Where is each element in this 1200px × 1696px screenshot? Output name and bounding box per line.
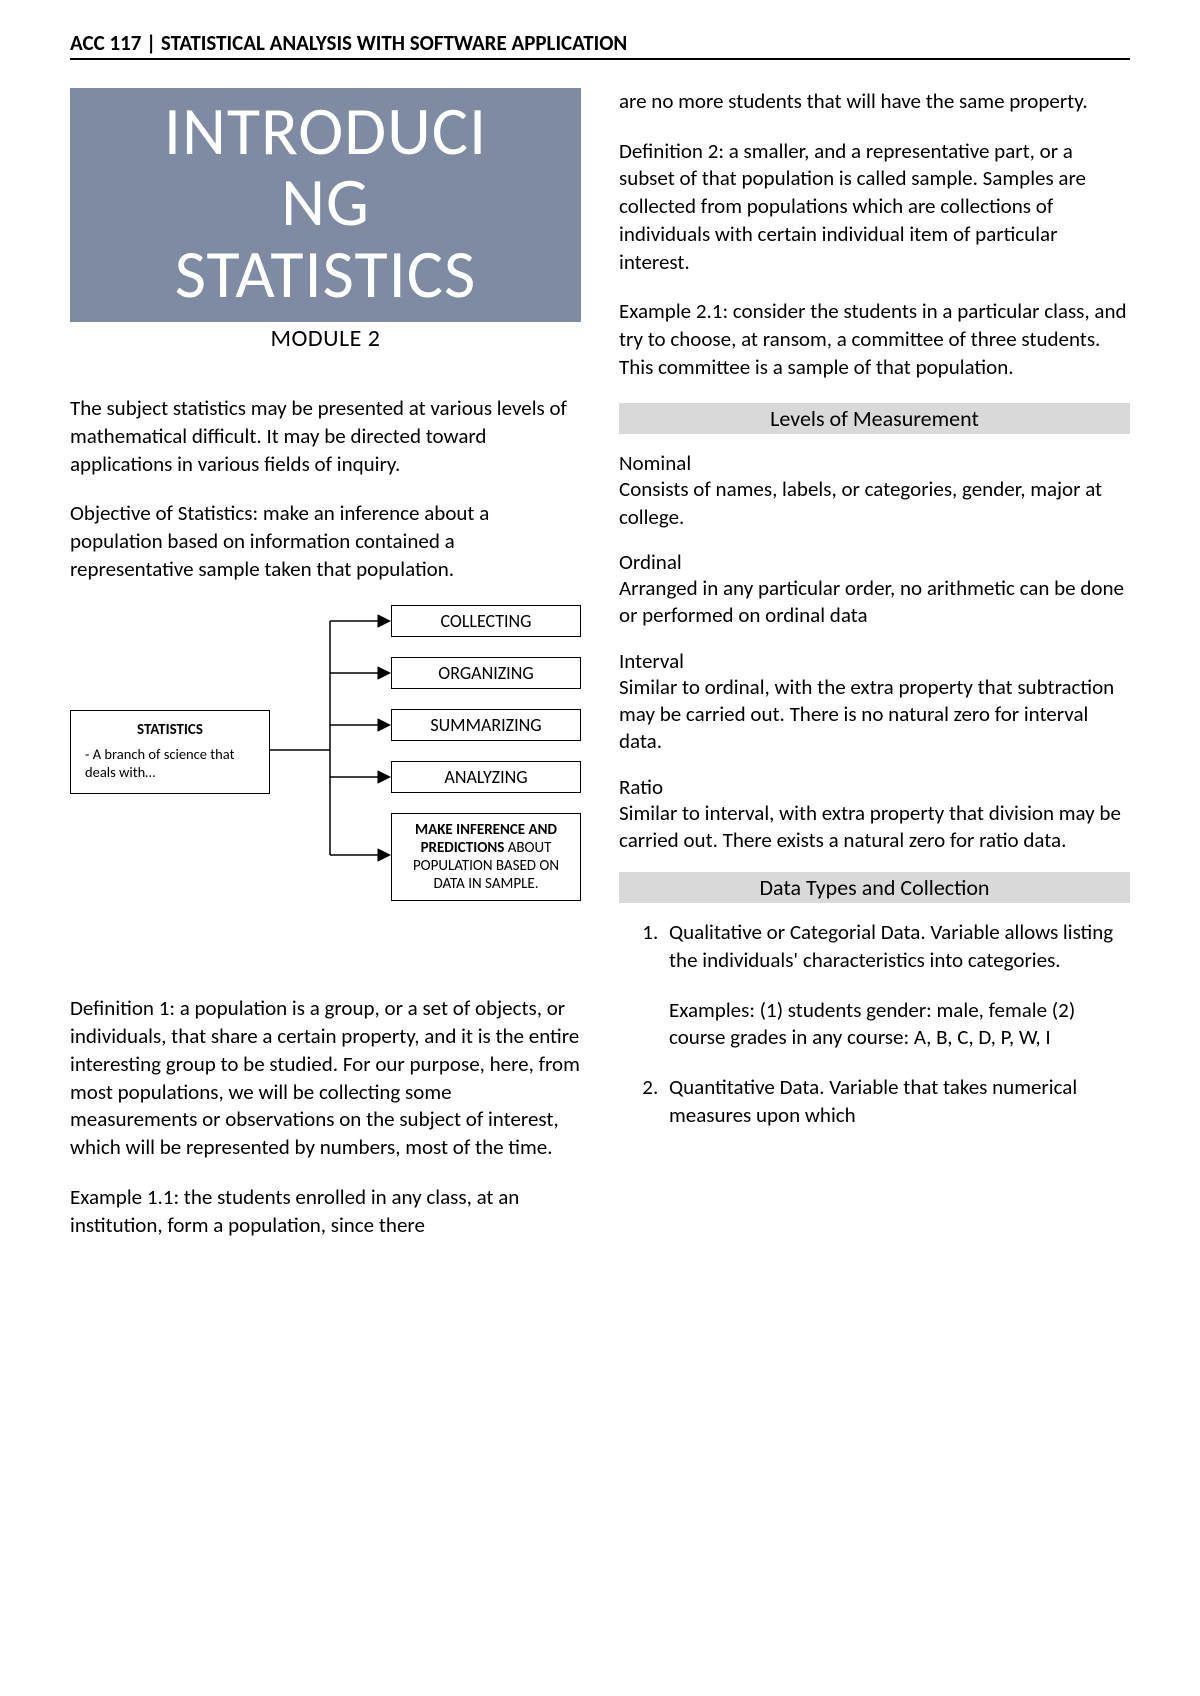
diagram-box-inference: MAKE INFERENCE AND PREDICTIONS ABOUT POP… <box>391 813 581 901</box>
diagram-box-summarizing: SUMMARIZING <box>391 709 581 741</box>
title-line-3: STATISTICS <box>74 239 577 310</box>
two-column-layout: INTRODUCI NG STATISTICS MODULE 2 The sub… <box>70 88 1130 1239</box>
title-line-1: INTRODUCI <box>74 96 577 167</box>
title-block: INTRODUCI NG STATISTICS <box>70 88 581 322</box>
data-type-qualitative-text: Qualitative or Categorial Data. Variable… <box>669 919 1113 973</box>
statistics-box-desc: - A branch of science that deals with… <box>81 745 259 781</box>
data-type-qualitative-examples: Examples: (1) students gender: male, fem… <box>669 997 1130 1052</box>
level-ordinal-body: Arranged in any particular order, no ari… <box>619 575 1130 630</box>
level-nominal-body: Consists of names, labels, or categories… <box>619 476 1130 531</box>
definition-2: Definition 2: a smaller, and a represent… <box>619 138 1130 277</box>
level-ratio-body: Similar to interval, with extra property… <box>619 800 1130 855</box>
statistics-box-title: STATISTICS <box>81 721 259 739</box>
module-label: MODULE 2 <box>70 324 581 353</box>
definition-1: Definition 1: a population is a group, o… <box>70 995 581 1161</box>
level-nominal-title: Nominal <box>619 450 1130 476</box>
level-ratio-title: Ratio <box>619 774 1130 800</box>
left-column: INTRODUCI NG STATISTICS MODULE 2 The sub… <box>70 88 581 1239</box>
data-types-list: Qualitative or Categorial Data. Variable… <box>619 919 1130 1129</box>
level-ordinal-title: Ordinal <box>619 549 1130 575</box>
section-levels-heading: Levels of Measurement <box>619 403 1130 434</box>
continuation-1: are no more students that will have the … <box>619 88 1130 116</box>
intro-paragraph-1: The subject statistics may be presented … <box>70 395 581 478</box>
right-column: are no more students that will have the … <box>619 88 1130 1239</box>
data-type-qualitative: Qualitative or Categorial Data. Variable… <box>663 919 1130 1052</box>
level-interval-title: Interval <box>619 648 1130 674</box>
diagram-box-collecting: COLLECTING <box>391 605 581 637</box>
statistics-diagram: STATISTICS - A branch of science that de… <box>70 605 581 965</box>
example-1-1: Example 1.1: the students enrolled in an… <box>70 1184 581 1239</box>
example-2-1: Example 2.1: consider the students in a … <box>619 298 1130 381</box>
diagram-box-analyzing: ANALYZING <box>391 761 581 793</box>
section-data-heading: Data Types and Collection <box>619 872 1130 903</box>
intro-paragraph-2: Objective of Statistics: make an inferen… <box>70 500 581 583</box>
data-type-quantitative: Quantitative Data. Variable that takes n… <box>663 1074 1130 1129</box>
statistics-root-box: STATISTICS - A branch of science that de… <box>70 710 270 794</box>
title-line-2: NG <box>74 167 577 238</box>
level-interval-body: Similar to ordinal, with the extra prope… <box>619 674 1130 756</box>
data-type-quantitative-text: Quantitative Data. Variable that takes n… <box>669 1074 1077 1128</box>
diagram-box-organizing: ORGANIZING <box>391 657 581 689</box>
course-header: ACC 117 | STATISTICAL ANALYSIS WITH SOFT… <box>70 30 1130 60</box>
